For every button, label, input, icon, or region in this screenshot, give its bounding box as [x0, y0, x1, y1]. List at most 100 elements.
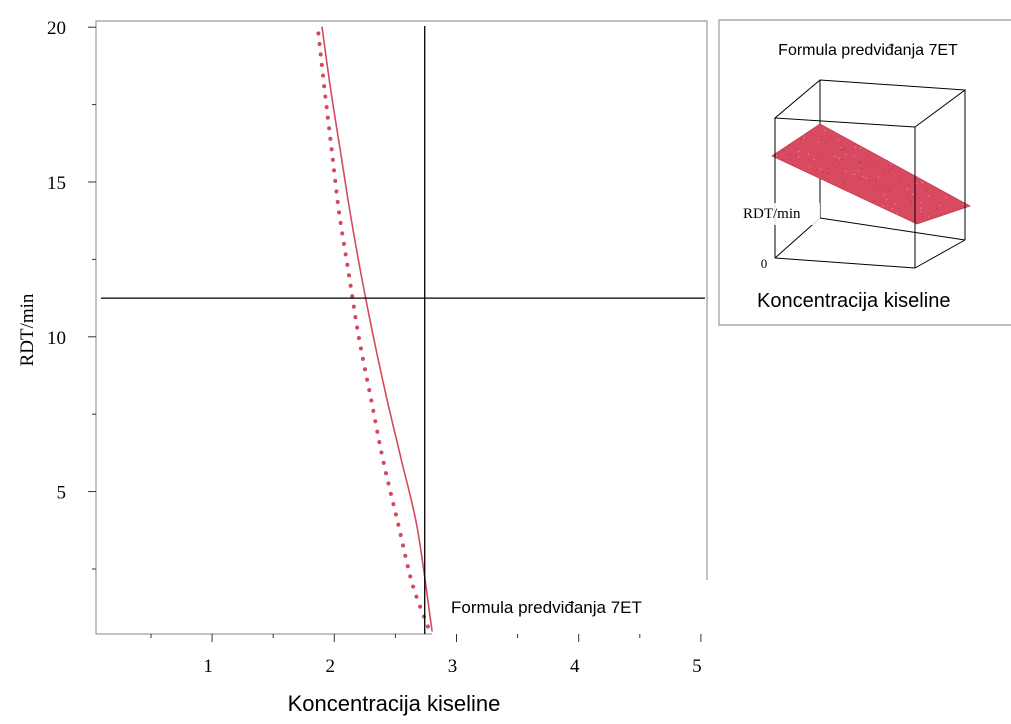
surface-speck — [896, 212, 898, 214]
prediction-series-line — [321, 26, 433, 632]
surface-speck — [842, 147, 844, 149]
surface-speck — [929, 213, 931, 215]
surface-speck — [894, 203, 896, 205]
surface-speck — [816, 169, 818, 171]
surface-speck — [837, 139, 839, 141]
inset-z-axis-label: RDT/min — [743, 206, 801, 222]
surface-speck — [794, 156, 796, 158]
surface-speck — [922, 182, 924, 184]
surface-speck — [830, 136, 832, 138]
y-tick-label: 5 — [57, 483, 67, 504]
main-chart: 1 2 3 4 5 5 10 15 20 RDT/min Koncentracija kise… — [17, 18, 718, 716]
surface-speck — [876, 185, 878, 187]
surface-speck — [890, 163, 892, 165]
inset-title: Formula predviđanja 7ET — [778, 42, 958, 59]
surface-speck — [840, 147, 842, 149]
surface-speck — [927, 215, 930, 217]
surface-speck — [827, 172, 829, 174]
surface-speck — [865, 177, 867, 179]
inset-frame — [718, 19, 1011, 326]
x-tick-label: 2 — [326, 656, 336, 677]
surface-speck — [836, 159, 838, 161]
surface-speck — [882, 205, 884, 207]
surface-speck — [885, 183, 887, 185]
surface-speck — [860, 147, 862, 149]
surface-speck — [866, 165, 868, 167]
surface-speck — [939, 204, 941, 206]
surface-speck — [857, 170, 859, 172]
surface-speck — [789, 145, 791, 147]
surface-speck — [888, 170, 890, 173]
surface-speck — [945, 196, 947, 198]
surface-speck — [926, 189, 928, 191]
x-axis-label: Koncentracija kiseline — [288, 691, 501, 716]
surface-speck — [867, 154, 869, 157]
surface-speck — [820, 168, 822, 170]
surface-speck — [861, 167, 863, 170]
y-tick-label: 10 — [47, 328, 66, 349]
plot-frame — [95, 20, 708, 635]
x-tick-label: 4 — [570, 656, 580, 677]
x-tick-label: 5 — [692, 656, 702, 677]
surface-outline — [771, 123, 971, 225]
legend-label: Formula predviđanja 7ET — [451, 598, 642, 617]
crosshair[interactable] — [101, 26, 705, 634]
surface-speck — [797, 156, 799, 158]
surface-speck — [965, 205, 967, 207]
y-tick-label: 20 — [47, 18, 66, 39]
series-layer — [316, 26, 433, 632]
surface-speck — [795, 155, 797, 157]
inset-surface — [772, 124, 970, 224]
surface-speck — [854, 173, 856, 175]
surface-speck — [803, 137, 805, 139]
surface-speck — [874, 200, 876, 202]
surface-speck — [809, 165, 811, 168]
dotted-series-line — [316, 31, 431, 630]
y-axis-label: RDT/min — [17, 293, 38, 366]
surface-speck — [883, 194, 885, 196]
surface-speck — [822, 171, 824, 173]
x-axis-ticks — [150, 634, 702, 642]
surface-speck — [936, 208, 938, 210]
surface-speck — [910, 200, 912, 202]
y-tick-label: 15 — [47, 173, 66, 194]
surface-speck — [890, 168, 893, 170]
surface-speck — [839, 162, 841, 164]
surface-speck — [876, 166, 878, 168]
surface-speck — [963, 203, 965, 206]
surface-speck — [824, 129, 826, 131]
surface-speck — [921, 216, 923, 218]
surface-speck — [860, 162, 862, 164]
surface-speck — [826, 172, 828, 174]
surface-speck — [915, 182, 917, 184]
surface-speck — [859, 161, 861, 163]
surface-speck — [789, 159, 791, 161]
inset-surface-chart: Formula predviđanja 7ET RDT/min 0 Koncen… — [718, 19, 1011, 326]
surface-speck — [869, 180, 871, 182]
surface-speck — [843, 182, 845, 184]
surface-speck — [907, 194, 909, 196]
x-tick-label: 1 — [203, 656, 213, 677]
surface-speck — [919, 210, 921, 213]
surface-speck — [826, 159, 828, 161]
surface-speck — [808, 153, 810, 155]
surface-speck — [888, 190, 890, 192]
cube-front-edges — [773, 79, 967, 269]
surface-speck — [863, 175, 865, 177]
surface-speck — [853, 155, 855, 157]
surface-speck — [838, 157, 840, 159]
surface-speck — [845, 153, 847, 156]
surface-speck — [836, 167, 838, 169]
surface-speck — [906, 188, 908, 190]
surface-speck — [834, 155, 836, 157]
surface-speck — [898, 179, 900, 181]
surface-speck — [841, 159, 843, 161]
surface-speck — [782, 159, 784, 161]
surface-speck — [888, 165, 890, 167]
inset-zero-label: 0 — [761, 256, 768, 271]
surface-speck — [912, 193, 914, 195]
surface-speck — [845, 170, 847, 172]
surface-speck — [868, 169, 870, 172]
x-tick-label: 3 — [448, 656, 458, 677]
zlabel-backdrop — [740, 203, 820, 225]
